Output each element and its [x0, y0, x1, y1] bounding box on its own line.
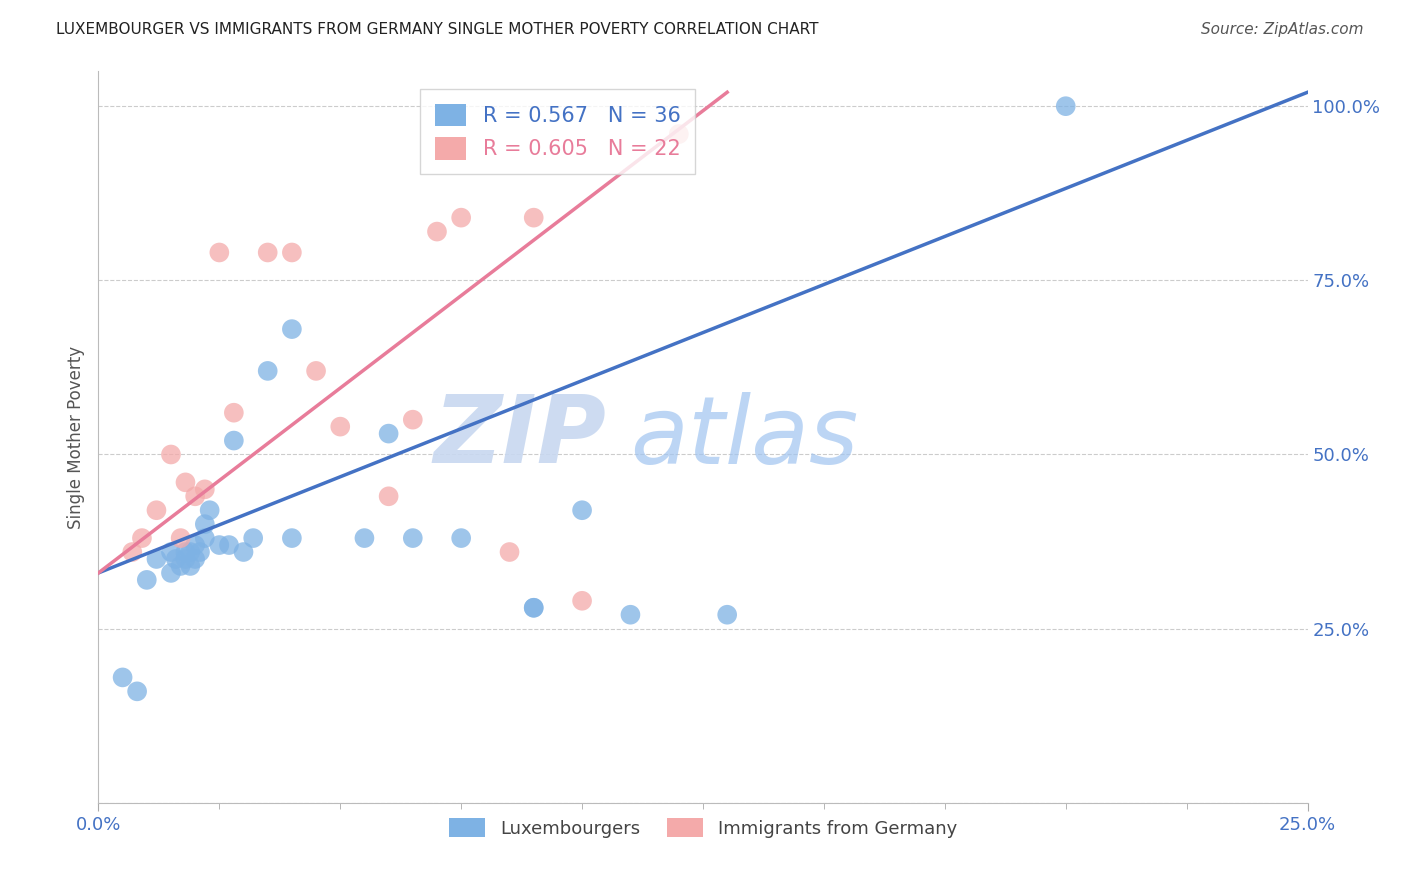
Point	[256, 245, 278, 260]
Point	[194, 517, 217, 532]
Legend: Luxembourgers, Immigrants from Germany: Luxembourgers, Immigrants from Germany	[441, 811, 965, 845]
Point	[716, 607, 738, 622]
Point	[174, 545, 197, 559]
Point	[169, 531, 191, 545]
Point	[498, 545, 520, 559]
Point	[169, 558, 191, 573]
Text: LUXEMBOURGER VS IMMIGRANTS FROM GERMANY SINGLE MOTHER POVERTY CORRELATION CHART: LUXEMBOURGER VS IMMIGRANTS FROM GERMANY …	[56, 22, 818, 37]
Point	[174, 475, 197, 490]
Point	[174, 552, 197, 566]
Point	[281, 245, 304, 260]
Point	[145, 552, 167, 566]
Point	[222, 434, 245, 448]
Point	[353, 531, 375, 545]
Point	[305, 364, 328, 378]
Point	[450, 211, 472, 225]
Text: ZIP: ZIP	[433, 391, 606, 483]
Point	[121, 545, 143, 559]
Point	[256, 364, 278, 378]
Point	[329, 419, 352, 434]
Point	[184, 552, 207, 566]
Point	[450, 531, 472, 545]
Point	[194, 483, 217, 497]
Point	[145, 503, 167, 517]
Point	[402, 531, 425, 545]
Text: atlas: atlas	[630, 392, 859, 483]
Y-axis label: Single Mother Poverty: Single Mother Poverty	[66, 345, 84, 529]
Point	[188, 545, 211, 559]
Point	[127, 684, 149, 698]
Point	[619, 607, 641, 622]
Point	[426, 225, 449, 239]
Point	[218, 538, 240, 552]
Point	[160, 545, 183, 559]
Point	[281, 531, 304, 545]
Point	[523, 211, 546, 225]
Point	[281, 322, 304, 336]
Point	[523, 600, 546, 615]
Point	[179, 545, 201, 559]
Point	[160, 566, 183, 580]
Point	[208, 538, 231, 552]
Point	[198, 503, 221, 517]
Text: Source: ZipAtlas.com: Source: ZipAtlas.com	[1201, 22, 1364, 37]
Point	[377, 426, 399, 441]
Point	[1054, 99, 1077, 113]
Point	[222, 406, 245, 420]
Point	[179, 558, 201, 573]
Point	[135, 573, 157, 587]
Point	[111, 670, 134, 684]
Point	[194, 531, 217, 545]
Point	[160, 448, 183, 462]
Point	[571, 594, 593, 608]
Point	[184, 489, 207, 503]
Point	[208, 245, 231, 260]
Point	[184, 538, 207, 552]
Point	[131, 531, 153, 545]
Point	[232, 545, 254, 559]
Point	[668, 127, 690, 141]
Point	[165, 552, 187, 566]
Point	[242, 531, 264, 545]
Point	[377, 489, 399, 503]
Point	[402, 412, 425, 426]
Point	[571, 503, 593, 517]
Point	[523, 600, 546, 615]
